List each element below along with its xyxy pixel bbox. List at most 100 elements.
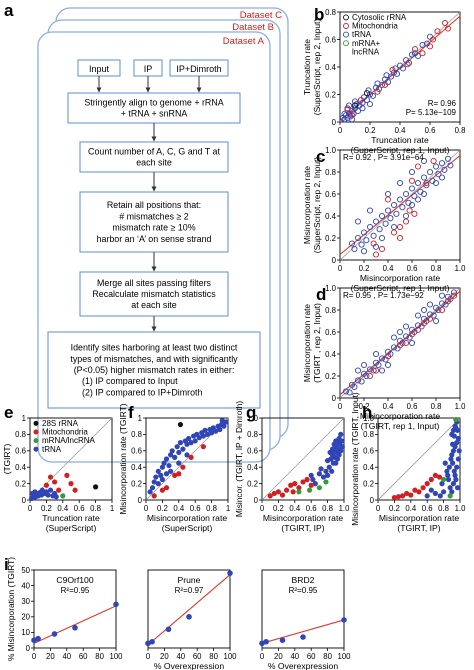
y-axis-label: Truncation rate <box>302 39 312 95</box>
step-text: Retain all positions that: <box>107 200 201 210</box>
data-point <box>420 320 428 327</box>
x-tick-label: 0.2 <box>41 504 52 513</box>
data-point <box>279 637 286 643</box>
data-point <box>351 98 359 105</box>
data-point <box>400 493 406 499</box>
y-axis-label: Misincor. (TGIRT, IP + Dimroth) <box>234 401 244 517</box>
x-axis-label: (TGIRT, IP) <box>281 523 324 533</box>
data-point <box>176 449 182 456</box>
data-point <box>196 435 202 441</box>
data-point <box>344 105 351 112</box>
x-tick-label: 0 <box>376 504 381 513</box>
x-tick-label: 0.4 <box>395 126 407 135</box>
x-tick-label: 0.4 <box>289 504 301 513</box>
data-point <box>333 460 339 466</box>
step-box <box>67 92 241 124</box>
data-point <box>414 179 422 187</box>
step-text: each site <box>136 158 172 168</box>
x-tick-label: 20 <box>46 652 55 661</box>
y-tick-label: 0 <box>254 496 259 505</box>
data-point <box>416 489 422 495</box>
legend-label: mRNA+ <box>352 39 381 48</box>
data-point <box>378 355 386 362</box>
data-point <box>366 101 374 108</box>
data-point <box>441 476 447 483</box>
y-tick-label: 1 <box>138 414 142 423</box>
data-point <box>200 433 206 439</box>
data-point <box>432 163 440 170</box>
data-point <box>329 468 335 474</box>
data-point <box>172 454 178 460</box>
legend-marker <box>33 446 39 452</box>
data-point <box>192 438 198 444</box>
data-point <box>387 215 394 222</box>
data-point <box>430 157 437 165</box>
stats-text: P= 5.13e−109 <box>406 108 457 117</box>
data-point <box>402 339 410 347</box>
data-point <box>453 476 459 483</box>
data-point <box>221 423 227 429</box>
data-point <box>354 234 362 242</box>
data-point <box>436 474 443 480</box>
y-tick-label: 0.4 <box>363 463 375 472</box>
fit-line <box>261 619 345 644</box>
x-tick-label: 0.6 <box>425 126 436 135</box>
y-tick-label: 30 <box>21 597 30 606</box>
data-point <box>450 289 458 296</box>
data-point <box>93 484 99 490</box>
y-tick-label: 0 <box>22 496 27 505</box>
data-point <box>429 36 437 43</box>
data-point <box>316 485 322 491</box>
data-point <box>389 66 396 73</box>
data-point <box>149 485 156 491</box>
data-point <box>391 494 397 501</box>
x-tick-label: 0 <box>28 504 33 513</box>
y-tick-label: 1 <box>22 414 26 423</box>
data-point <box>188 454 194 460</box>
input-label: Input <box>89 64 110 74</box>
x-tick-label: 0.8 <box>90 504 101 513</box>
data-point <box>414 326 422 333</box>
data-point <box>426 311 434 318</box>
data-point <box>308 482 314 488</box>
x-tick-label: 0.8 <box>322 504 333 513</box>
data-point <box>456 448 462 454</box>
data-point <box>308 472 314 478</box>
identity-line <box>29 417 113 501</box>
data-point <box>390 229 398 236</box>
data-point <box>412 487 418 493</box>
data-point <box>382 220 389 227</box>
data-point <box>423 182 430 189</box>
legend-label: tRNA <box>352 30 372 39</box>
data-point <box>64 472 70 478</box>
x-tick-label: 0.6 <box>190 504 201 513</box>
data-point <box>358 241 365 248</box>
x-axis-label: Misincorporation rate <box>147 513 227 523</box>
data-point <box>159 464 165 470</box>
x-axis-label: (SuperScript) <box>46 523 97 533</box>
y-tick-label: 0.6 <box>247 447 258 456</box>
data-point <box>396 179 404 187</box>
step-text: (P<0.05) higher mismatch rates in either… <box>74 365 235 375</box>
data-point <box>395 494 402 500</box>
x-tick-label: 40 <box>290 652 299 661</box>
data-point <box>445 472 451 478</box>
data-point <box>384 353 392 360</box>
data-point <box>204 431 211 437</box>
data-point <box>438 306 446 314</box>
x-tick-label: 1.0 <box>455 504 467 513</box>
legend-marker <box>343 40 349 47</box>
x-tick-label: 0.2 <box>389 504 400 513</box>
data-point <box>384 207 392 214</box>
y-tick-label: 0.4 <box>325 63 337 72</box>
data-point <box>414 196 422 203</box>
data-point <box>275 489 281 495</box>
y-tick-label: 0.6 <box>131 447 142 456</box>
y-axis-label: Misincorporation rate <box>302 166 312 245</box>
y-tick-label: 0.8 <box>325 8 336 17</box>
legend-marker <box>343 31 349 38</box>
data-point <box>172 472 178 478</box>
data-point <box>186 614 192 620</box>
data-point <box>408 51 416 58</box>
